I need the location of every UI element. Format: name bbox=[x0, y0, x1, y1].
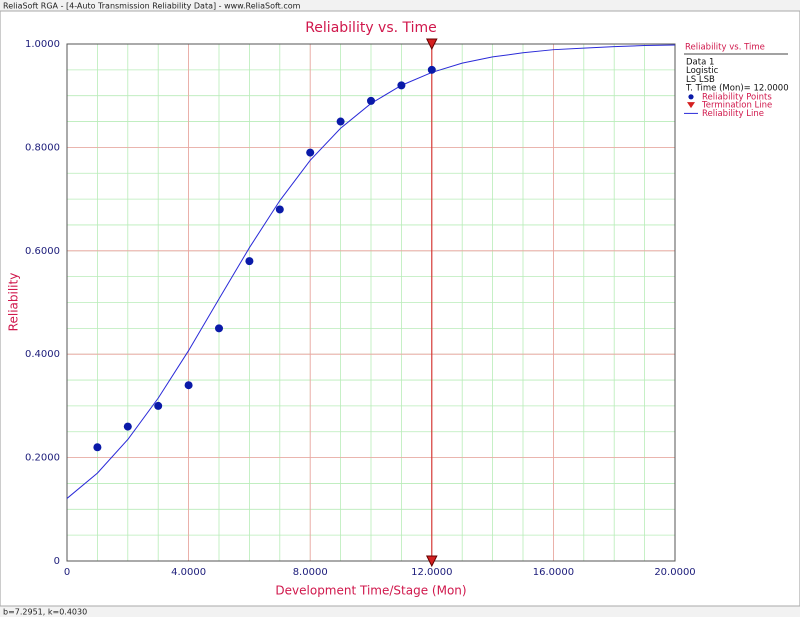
reliability-point bbox=[427, 65, 436, 74]
y-tick-label: 0 bbox=[54, 556, 60, 567]
x-axis-label: Development Time/Stage (Mon) bbox=[275, 584, 466, 598]
legend-info: LS LSB bbox=[686, 75, 715, 85]
y-tick-label: 1.0000 bbox=[25, 39, 60, 50]
plot-border bbox=[66, 43, 676, 562]
x-tick-label: 8.0000 bbox=[293, 567, 328, 578]
reliability-point bbox=[215, 324, 223, 333]
x-tick-label: 0 bbox=[64, 567, 70, 578]
termination-marker bbox=[425, 38, 438, 51]
reliability-point bbox=[184, 381, 193, 390]
legend-info: Data 1 bbox=[686, 58, 714, 68]
legend-symbol bbox=[687, 102, 695, 109]
reliability-point bbox=[367, 96, 375, 105]
reliability-point bbox=[245, 257, 254, 266]
legend-title: Reliability vs. Time bbox=[685, 43, 765, 53]
legend-label: Reliability Line bbox=[702, 109, 764, 119]
x-tick-label: 20.0000 bbox=[654, 567, 695, 578]
y-tick-label: 0.4000 bbox=[25, 349, 60, 360]
reliability-point bbox=[154, 401, 163, 410]
y-axis-label: Reliability bbox=[7, 273, 21, 332]
reliability-point bbox=[306, 148, 315, 157]
y-tick-label: 0.2000 bbox=[25, 453, 60, 464]
reliability-point bbox=[123, 422, 132, 431]
legend-symbol bbox=[688, 94, 694, 100]
reliability-point bbox=[397, 81, 406, 90]
y-tick-label: 0.8000 bbox=[25, 142, 60, 153]
title-bar bbox=[0, 0, 800, 11]
status-text: b=7.2951, k=0.4030 bbox=[3, 608, 87, 617]
window-title: ReliaSoft RGA - [4-Auto Transmission Rel… bbox=[3, 2, 301, 11]
legend-label: Reliability Points bbox=[702, 92, 772, 102]
x-tick-label: 16.0000 bbox=[533, 567, 574, 578]
x-tick-label: 4.0000 bbox=[171, 567, 206, 578]
reliability-point bbox=[93, 443, 102, 452]
reliability-point bbox=[275, 205, 284, 214]
reliability-point bbox=[336, 117, 345, 126]
y-tick-label: 0.6000 bbox=[25, 246, 60, 257]
x-tick-label: 12.0000 bbox=[411, 567, 452, 578]
chart-title: Reliability vs. Time bbox=[305, 20, 437, 36]
legend-box bbox=[680, 40, 790, 118]
legend-label: Termination Line bbox=[701, 101, 772, 111]
legend-info: Logistic bbox=[686, 66, 719, 76]
termination-marker bbox=[425, 555, 438, 568]
status-bar bbox=[0, 606, 800, 617]
legend-info: T. Time (Mon)= 12.0000 bbox=[685, 84, 789, 94]
